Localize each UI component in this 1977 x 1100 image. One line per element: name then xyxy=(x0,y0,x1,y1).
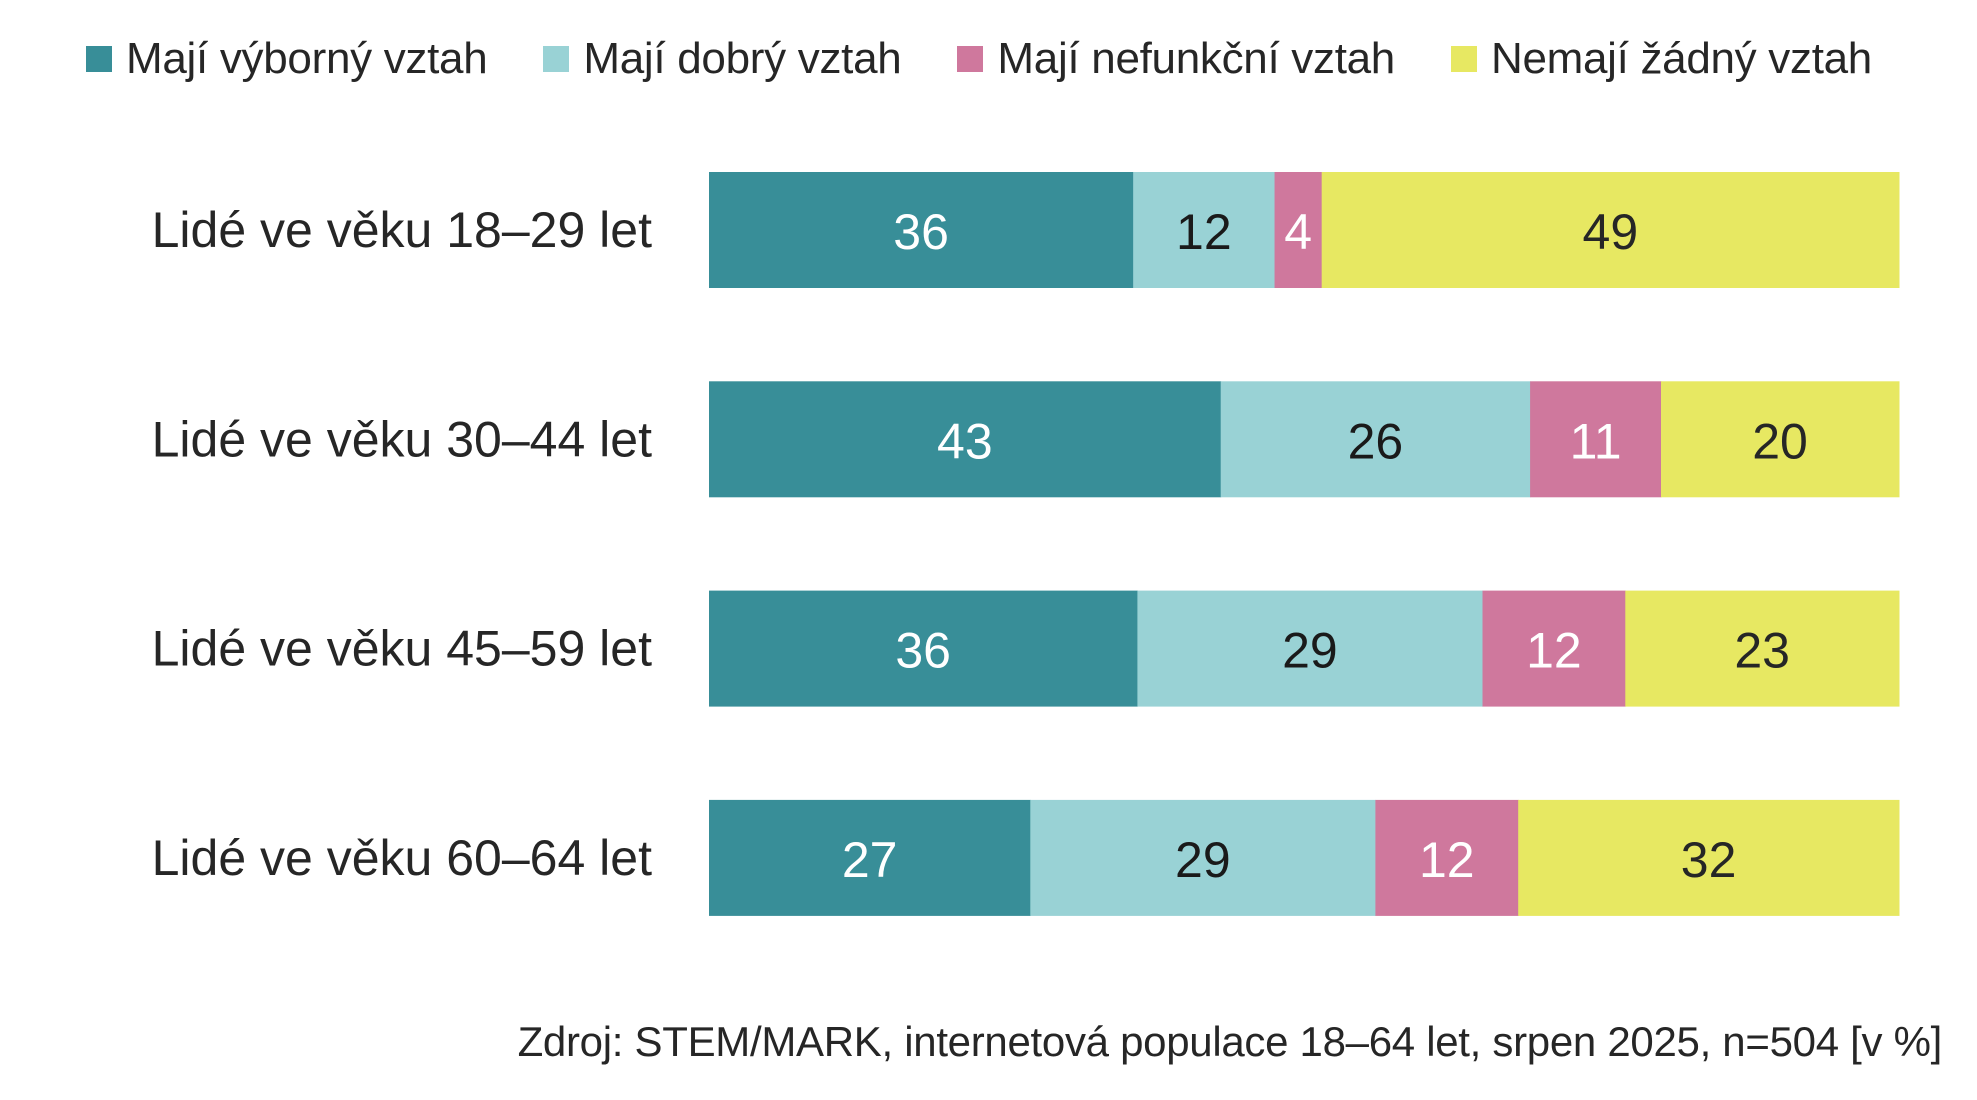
bar-segment-dysfunctional xyxy=(1375,799,1519,916)
data-label-excellent: 43 xyxy=(937,413,993,469)
legend: Mají výborný vztah Mají dobrý vztah Mají… xyxy=(86,30,1872,88)
legend-item-dysfunctional: Mají nefunkční vztah xyxy=(957,30,1395,88)
legend-label-excellent: Mají výborný vztah xyxy=(126,34,488,83)
data-label-good: 12 xyxy=(1176,204,1232,260)
bar-segment-none xyxy=(1661,381,1900,498)
bar-segment-none xyxy=(1321,172,1900,288)
bar-segment-dysfunctional xyxy=(1274,172,1323,288)
legend-item-excellent: Mají výborný vztah xyxy=(86,30,488,88)
stacked-bar-chart: Lidé ve věku 18–29 let 36 12 4 49 Lidé ve věk… xyxy=(152,172,1900,916)
data-label-excellent: 36 xyxy=(895,623,951,679)
legend-swatch-excellent xyxy=(86,46,112,72)
legend-swatch-good xyxy=(543,46,570,72)
legend-swatch-none xyxy=(1450,46,1477,72)
bar-segment-none xyxy=(1625,590,1900,707)
legend-swatch-dysfunctional xyxy=(957,46,984,72)
bar-segment-excellent xyxy=(709,799,1031,916)
data-label-excellent: 36 xyxy=(893,204,949,260)
legend-item-none: Nemají žádný vztah xyxy=(1450,30,1872,88)
legend-item-good: Mají dobrý vztah xyxy=(543,30,902,88)
data-label-dysfunctional: 12 xyxy=(1419,832,1475,888)
data-label-excellent: 27 xyxy=(842,832,898,888)
data-label-good: 29 xyxy=(1175,832,1231,888)
legend-label-dysfunctional: Mají nefunkční vztah xyxy=(997,34,1395,83)
data-label-good: 29 xyxy=(1282,623,1338,679)
bar-segment-none xyxy=(1518,799,1900,916)
category-label: Lidé ve věku 18–29 let xyxy=(152,202,652,258)
data-label-dysfunctional: 11 xyxy=(1570,413,1622,469)
data-label-none: 23 xyxy=(1734,623,1790,679)
legend-label-none: Nemají žádný vztah xyxy=(1490,34,1872,83)
bar-segment-excellent xyxy=(709,381,1222,498)
bar-segment-excellent xyxy=(709,590,1138,707)
bar-segment-good xyxy=(1220,381,1531,498)
category-label: Lidé ve věku 60–64 let xyxy=(152,830,652,886)
category-label: Lidé ve věku 30–44 let xyxy=(152,411,652,467)
data-label-none: 32 xyxy=(1681,832,1737,888)
legend-label-good: Mají dobrý vztah xyxy=(583,34,902,83)
data-label-dysfunctional: 12 xyxy=(1526,623,1582,679)
source-note: Zdroj: STEM/MARK, internetová populace 1… xyxy=(517,1018,1943,1065)
bar-segment-dysfunctional xyxy=(1482,590,1626,707)
bar-segment-good xyxy=(1030,799,1376,916)
bar-segment-good xyxy=(1133,172,1276,288)
bar-segment-dysfunctional xyxy=(1530,381,1662,498)
category-label: Lidé ve věku 45–59 let xyxy=(152,621,652,677)
bar-segment-good xyxy=(1137,590,1483,707)
bar-segment-excellent xyxy=(709,172,1134,288)
data-label-none: 49 xyxy=(1583,204,1639,260)
data-label-good: 26 xyxy=(1348,413,1404,469)
data-label-dysfunctional: 4 xyxy=(1284,204,1312,260)
data-label-none: 20 xyxy=(1752,413,1808,469)
